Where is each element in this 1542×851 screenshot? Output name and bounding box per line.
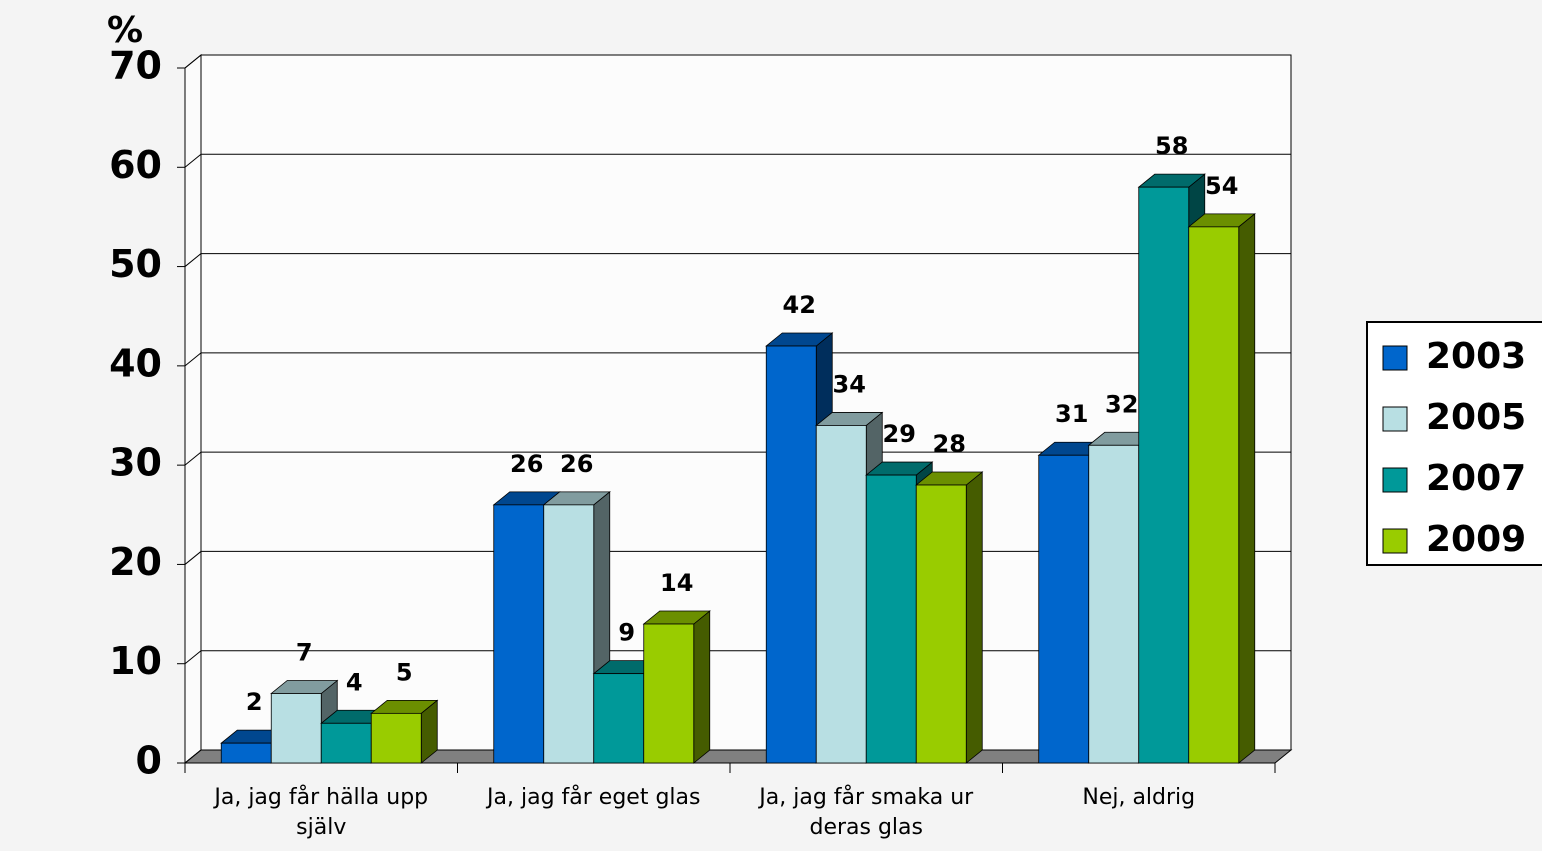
legend-label: 2009 — [1426, 519, 1526, 560]
bar-front — [221, 743, 271, 763]
legend-label: 2003 — [1426, 336, 1526, 377]
data-label: 14 — [660, 569, 693, 597]
bar — [644, 611, 710, 763]
x-tick-label: Ja, jag får smaka ur deras glas — [741, 783, 991, 843]
data-label: 9 — [618, 619, 635, 647]
legend-label: 2005 — [1426, 397, 1526, 438]
data-label: 58 — [1155, 132, 1188, 160]
y-tick-label: 50 — [109, 242, 162, 286]
bar-front — [321, 723, 371, 763]
bar-side — [966, 472, 982, 763]
legend-swatch — [1383, 407, 1407, 431]
bar-front — [544, 505, 594, 763]
bar-side — [1239, 214, 1255, 763]
bar-front — [644, 624, 694, 763]
bar-front — [866, 475, 916, 763]
bar — [371, 700, 437, 763]
bar-front — [1139, 187, 1189, 763]
data-label: 5 — [396, 658, 413, 686]
legend-label: 2007 — [1426, 458, 1526, 499]
legend-swatch — [1383, 529, 1407, 553]
bar-front — [594, 674, 644, 763]
chart: % 01020304050607027452626914423429283132… — [0, 0, 1542, 851]
data-label: 34 — [833, 370, 866, 398]
bar-side — [694, 611, 710, 763]
data-label: 32 — [1105, 390, 1138, 418]
data-label: 26 — [510, 450, 543, 478]
y-tick-label: 20 — [109, 540, 162, 584]
legend-swatch — [1383, 346, 1407, 370]
bar-front — [494, 505, 544, 763]
data-label: 29 — [883, 420, 916, 448]
page: {"chart_data": {"type": "bar3d", "y_labe… — [0, 0, 1542, 851]
data-label: 2 — [246, 688, 263, 716]
y-tick-label: 10 — [109, 639, 162, 683]
data-label: 31 — [1055, 400, 1088, 428]
bar-front — [916, 485, 966, 763]
x-tick-label: Ja, jag får hälla upp själv — [196, 783, 446, 843]
data-label: 4 — [346, 668, 363, 696]
y-tick-label: 0 — [136, 739, 162, 783]
bar — [1189, 214, 1255, 763]
bar-front — [1089, 445, 1139, 763]
data-label: 54 — [1205, 172, 1238, 200]
bar-front — [1189, 227, 1239, 763]
x-tick-label: Nej, aldrig — [1014, 783, 1264, 813]
bar-front — [271, 694, 321, 764]
x-tick-label: Ja, jag får eget glas — [469, 783, 719, 813]
y-tick-label: 40 — [109, 341, 162, 385]
bar-front — [766, 346, 816, 763]
data-label: 26 — [560, 450, 593, 478]
y-tick-label: 30 — [109, 441, 162, 485]
bar-front — [816, 425, 866, 763]
bar-front — [371, 713, 421, 763]
legend-swatch — [1383, 468, 1407, 492]
bar-front — [1039, 455, 1089, 763]
data-label: 7 — [296, 639, 313, 667]
y-tick-label: 70 — [109, 44, 162, 88]
bar — [916, 472, 982, 763]
y-tick-label: 60 — [109, 143, 162, 187]
data-label: 42 — [783, 291, 816, 319]
data-label: 28 — [933, 430, 966, 458]
